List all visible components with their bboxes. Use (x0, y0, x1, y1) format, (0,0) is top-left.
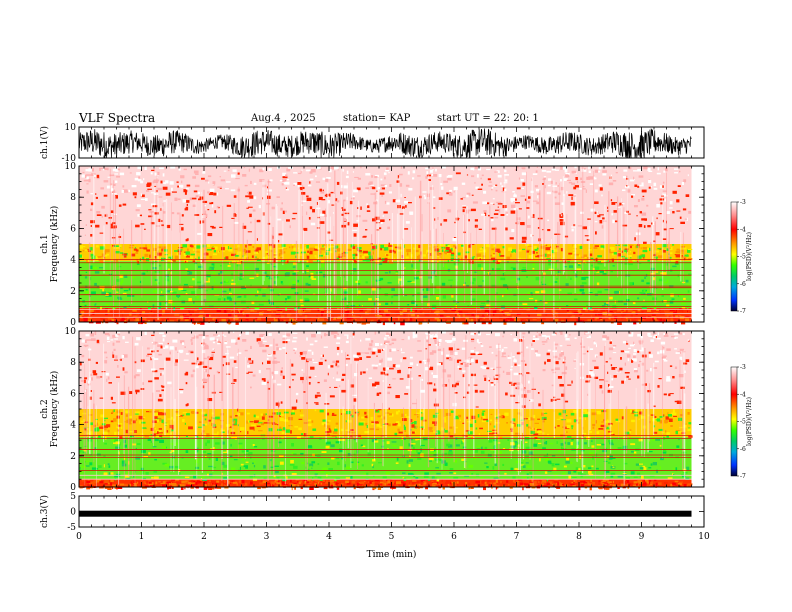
x-axis-label: Time (min) (367, 549, 417, 560)
x-tick-label-10: 10 (698, 532, 710, 542)
ch2-spec-colorbar-tick-label--6: -6 (740, 446, 746, 453)
x-tick-label-9: 9 (639, 532, 645, 542)
ch1-ytick-label--10: -10 (62, 154, 77, 164)
ch2-spec-ytick-label-10: 10 (65, 327, 77, 337)
ch1-spec-colorbar-label: log(PSD)(V²/Hz) (746, 232, 753, 281)
ch1-spec-ytick-label-8: 8 (70, 193, 76, 203)
ch1-spec-colorbar (730, 201, 738, 312)
ch2-spec-ytick-label-0: 0 (70, 483, 76, 493)
date-label: Aug.4 , 2025 (251, 113, 316, 124)
ch1-spec-ytick-label-2: 2 (70, 287, 76, 297)
ch2-spec-colorbar-tick-label--5: -5 (740, 419, 746, 426)
ch1-spec-ytick-label-0: 0 (70, 318, 76, 328)
x-tick-label-4: 4 (326, 532, 332, 542)
ch1-spec-frequency-label: Frequency (kHz) (49, 206, 60, 283)
x-tick-label-7: 7 (514, 532, 520, 542)
ch2-spec-ytick-label-2: 2 (70, 452, 76, 462)
ch1-waveform-trace (78, 127, 692, 159)
start-time-label: start UT = 22: 20: 1 (437, 113, 539, 124)
ch2-spec-ytick-label-6: 6 (70, 389, 76, 399)
ch1-spec-spectrogram (79, 166, 693, 326)
ch1-spec-colorbar-tick-label--5: -5 (740, 254, 746, 261)
ch3-ytick-label-0: 0 (70, 508, 76, 518)
ch1-spec-ytick-label-6: 6 (70, 224, 76, 234)
ch2-spec-ytick-label-8: 8 (70, 358, 76, 368)
station-label: station= KAP (343, 113, 411, 124)
ch1-spec-colorbar-tick-label--7: -7 (740, 308, 746, 315)
ch1-waveform-ylabel: ch.1(V) (39, 126, 50, 159)
ch1-spec-colorbar-tick-label--4: -4 (740, 226, 746, 233)
x-tick-label-1: 1 (139, 532, 145, 542)
ch3-ytick-label--5: -5 (67, 523, 76, 533)
ch1-spec-channel-label: ch.1 (40, 234, 50, 253)
ch2-spec-spectrogram (79, 331, 693, 491)
x-tick-label-2: 2 (201, 532, 207, 542)
chart-title: VLF Spectra (79, 111, 156, 125)
ch2-spec-colorbar-tick-label--4: -4 (740, 391, 746, 398)
x-tick-label-6: 6 (451, 532, 457, 542)
ch2-spec-colorbar-tick-label--7: -7 (740, 473, 746, 480)
ch1-spec-colorbar-tick-label--3: -3 (740, 199, 746, 206)
ch3-ytick-label-5: 5 (70, 492, 76, 502)
ch2-spec-ytick-label-4: 4 (70, 421, 76, 431)
ch3-waveform-ylabel: ch.3(V) (39, 495, 50, 528)
ch2-spec-channel-label: ch.2 (40, 399, 50, 418)
ch2-spec-colorbar (730, 366, 738, 477)
x-tick-label-8: 8 (576, 532, 582, 542)
ch1-spec-ytick-label-10: 10 (65, 162, 77, 172)
ch3-waveform-trace (79, 510, 692, 517)
x-tick-label-0: 0 (76, 532, 82, 542)
ch1-ytick-label-10: 10 (65, 123, 77, 133)
ch2-spec-colorbar-label: log(PSD)(V²/Hz) (746, 397, 753, 446)
ch1-spec-colorbar-tick-label--6: -6 (740, 281, 746, 288)
ch2-spec-frequency-label: Frequency (kHz) (49, 371, 60, 448)
x-tick-label-3: 3 (264, 532, 270, 542)
x-tick-label-5: 5 (389, 532, 395, 542)
ch2-spec-colorbar-tick-label--3: -3 (740, 364, 746, 371)
ch1-spec-ytick-label-4: 4 (70, 256, 76, 266)
